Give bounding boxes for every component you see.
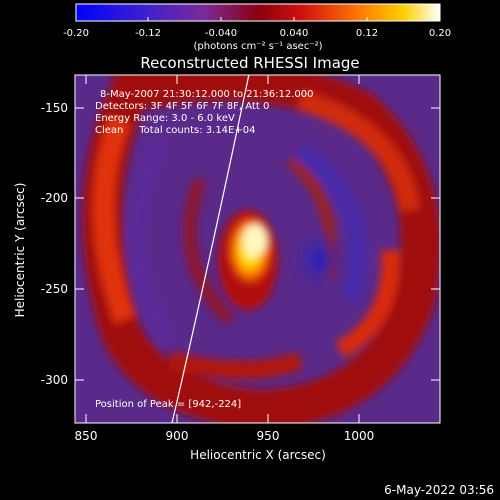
plot-frame: [74, 74, 441, 424]
colorbar-tick-label: -0.040: [205, 28, 237, 39]
plot-title: Reconstructed RHESSI Image: [140, 54, 359, 72]
colorbar-tick-label: 0.040: [280, 28, 309, 39]
colorbar-tick-label: 0.12: [356, 28, 378, 39]
y-axis-label: Heliocentric Y (arcsec): [13, 183, 27, 318]
colorbar-tick-label: -0.20: [63, 28, 89, 39]
colorbar-unit-label: (photons cm⁻² s⁻¹ asec⁻²): [193, 41, 322, 52]
x-axis-label: Heliocentric X (arcsec): [190, 448, 326, 462]
y-tick-label: -300: [41, 373, 68, 387]
axis-ticks: [75, 75, 440, 423]
y-tick-label: -150: [41, 101, 68, 115]
info-time-range: 8-May-2007 21:30:12.000 to 21:36:12.000: [100, 89, 313, 100]
colorbar-ticks: [75, 17, 441, 21]
colorbar-tick-label: 0.20: [429, 28, 451, 39]
peak-position-label: Position of Peak = [942,-224]: [95, 399, 241, 410]
x-tick-label: 850: [75, 429, 98, 443]
y-tick-label: -250: [41, 282, 68, 296]
x-tick-label: 900: [166, 429, 189, 443]
info-clean-counts: Clean Total counts: 3.14E+04: [95, 125, 255, 136]
timestamp: 6-May-2022 03:56: [384, 483, 494, 497]
info-detectors: Detectors: 3F 4F 5F 6F 7F 8F, Att 0: [95, 101, 269, 112]
y-tick-label: -200: [41, 191, 68, 205]
colorbar: [75, 3, 441, 22]
rhessi-image: [75, 75, 440, 423]
x-tick-label: 950: [257, 429, 280, 443]
x-tick-label: 1000: [344, 429, 375, 443]
info-energy-range: Energy Range: 3.0 - 6.0 keV: [95, 113, 235, 124]
colorbar-tick-label: -0.12: [135, 28, 161, 39]
